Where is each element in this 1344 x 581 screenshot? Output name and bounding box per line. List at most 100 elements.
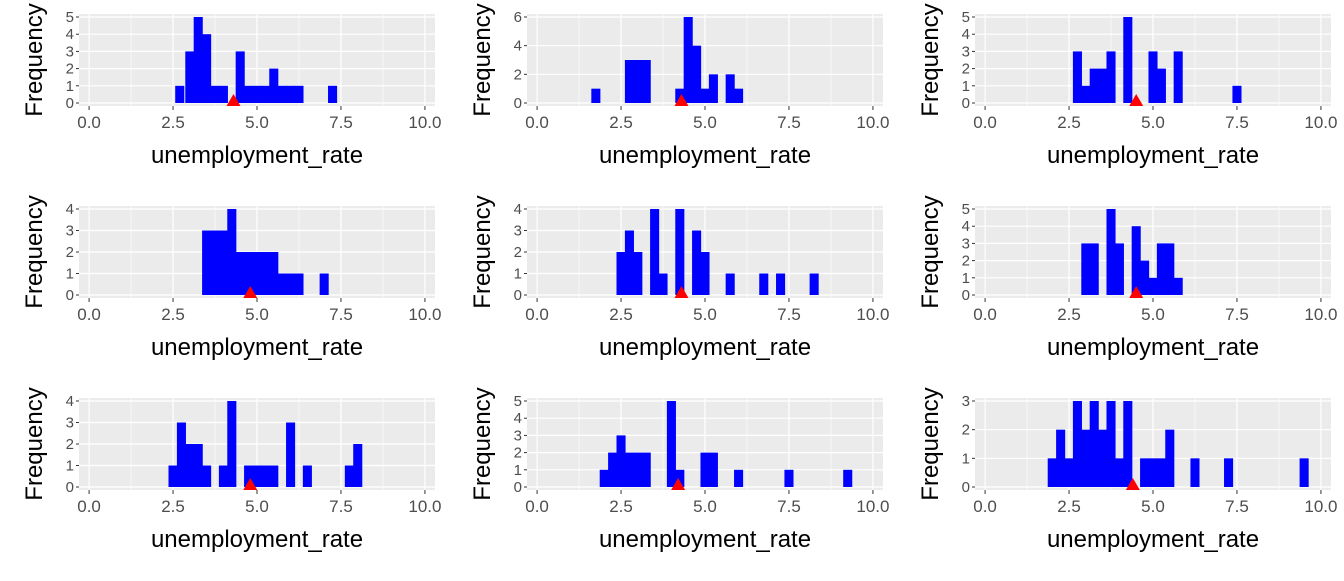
x-tick-label: 7.5 <box>329 113 353 132</box>
x-tick-label: 5.0 <box>1141 305 1165 324</box>
histogram-bar <box>252 465 262 487</box>
x-tick-label: 5.0 <box>693 497 717 516</box>
histogram-bar <box>641 60 651 103</box>
y-tick-label: 4 <box>962 218 970 235</box>
histogram-panel-5: 0 1 2 3 4 0.0 2.5 5.0 7.5 10.0 unemployment_rate Fr… <box>469 195 889 361</box>
histogram-bar <box>344 465 354 487</box>
histogram-bar <box>1140 260 1150 295</box>
x-tick-label: 0.0 <box>525 113 549 132</box>
y-axis-title: Frequency <box>917 195 944 308</box>
histogram-bar <box>1081 85 1091 103</box>
histogram-bar <box>1173 277 1183 295</box>
mean-marker <box>243 478 258 490</box>
histogram-bar <box>202 465 212 487</box>
histogram-bar <box>1056 429 1066 487</box>
y-tick-label: 1 <box>514 266 522 283</box>
x-tick-label: 7.5 <box>329 497 353 516</box>
x-tick-label: 0.0 <box>525 305 549 324</box>
histogram-bar <box>1072 401 1082 487</box>
y-tick-label: 1 <box>66 458 74 475</box>
histogram-bar <box>1098 68 1108 103</box>
x-tick-label: 10.0 <box>1304 305 1337 324</box>
histogram-bar <box>759 273 769 295</box>
mean-marker <box>1125 478 1140 490</box>
y-tick-label: 5 <box>962 201 970 218</box>
histogram-bar <box>319 273 329 295</box>
mean-marker <box>243 286 258 298</box>
x-tick-label: 10.0 <box>408 305 441 324</box>
mean-marker <box>674 94 689 106</box>
y-tick-label: 2 <box>514 244 522 261</box>
histogram-bar <box>666 401 676 487</box>
histogram-bar <box>1148 458 1158 487</box>
y-tick-label: 3 <box>514 427 522 444</box>
histogram-bar <box>210 85 220 103</box>
y-tick-label: 0 <box>962 479 970 496</box>
histogram-bar <box>599 469 609 487</box>
histogram-bar <box>218 85 228 103</box>
x-axis-title: unemployment_rate <box>151 334 363 361</box>
y-axis-title: Frequency <box>469 387 496 500</box>
y-tick-label: 2 <box>66 436 74 453</box>
histogram-bar <box>227 209 237 295</box>
histogram-bar <box>843 469 853 487</box>
y-tick-label: 4 <box>514 201 522 218</box>
y-tick-label: 3 <box>962 235 970 252</box>
histogram-panel-9: 0 1 2 3 0.0 2.5 5.0 7.5 10.0 unemployment_rate Fre… <box>917 387 1337 553</box>
x-tick-label: 0.0 <box>973 497 997 516</box>
histogram-bar <box>624 452 634 487</box>
x-tick-label: 10.0 <box>1304 497 1337 516</box>
x-tick-label: 5.0 <box>1141 113 1165 132</box>
y-tick-label: 5 <box>514 393 522 410</box>
y-tick-label: 0 <box>514 287 522 304</box>
histogram-bar <box>641 452 651 487</box>
histogram-bar <box>244 465 254 487</box>
histogram-bar <box>683 17 693 103</box>
histogram-bar <box>624 60 634 103</box>
histogram-bar <box>235 252 245 295</box>
histogram-bar <box>658 273 668 295</box>
histogram-bar <box>218 465 228 487</box>
x-tick-label: 10.0 <box>408 113 441 132</box>
x-tick-label: 2.5 <box>161 497 185 516</box>
y-tick-label: 1 <box>66 78 74 95</box>
y-tick-label: 3 <box>66 415 74 432</box>
x-tick-label: 7.5 <box>1225 497 1249 516</box>
histogram-bar <box>252 85 262 103</box>
x-tick-label: 10.0 <box>856 305 889 324</box>
histogram-bar <box>260 252 270 295</box>
mean-marker <box>1129 286 1144 298</box>
y-tick-label: 4 <box>66 201 74 218</box>
histogram-bar <box>302 465 312 487</box>
x-tick-label: 5.0 <box>693 113 717 132</box>
x-tick-label: 2.5 <box>609 113 633 132</box>
x-tick-label: 2.5 <box>161 305 185 324</box>
histogram-bar <box>1081 429 1091 487</box>
histogram-bar <box>260 85 270 103</box>
histogram-bar <box>1173 51 1183 103</box>
y-tick-label: 3 <box>66 43 74 60</box>
x-tick-label: 5.0 <box>245 497 269 516</box>
histogram-bar <box>1089 243 1099 295</box>
histogram-bar <box>1072 51 1082 103</box>
x-tick-label: 2.5 <box>161 113 185 132</box>
y-tick-label: 2 <box>962 253 970 270</box>
x-tick-label: 0.0 <box>77 497 101 516</box>
y-tick-label: 4 <box>66 26 74 43</box>
histogram-bar <box>809 273 819 295</box>
histogram-bar <box>286 273 296 295</box>
y-tick-label: 4 <box>514 38 522 55</box>
histogram-bar <box>1299 458 1309 487</box>
histogram-bar <box>692 45 702 103</box>
y-axis-title: Frequency <box>469 195 496 308</box>
y-tick-label: 0 <box>66 479 74 496</box>
y-tick-label: 4 <box>962 26 970 43</box>
y-tick-label: 1 <box>962 270 970 287</box>
x-tick-label: 0.0 <box>77 305 101 324</box>
histogram-bar <box>193 444 203 487</box>
x-axis-title: unemployment_rate <box>1047 526 1259 553</box>
histogram-bar <box>1156 243 1166 295</box>
y-tick-label: 3 <box>962 393 970 410</box>
x-axis-title: unemployment_rate <box>1047 142 1259 169</box>
histogram-bar <box>210 230 220 295</box>
